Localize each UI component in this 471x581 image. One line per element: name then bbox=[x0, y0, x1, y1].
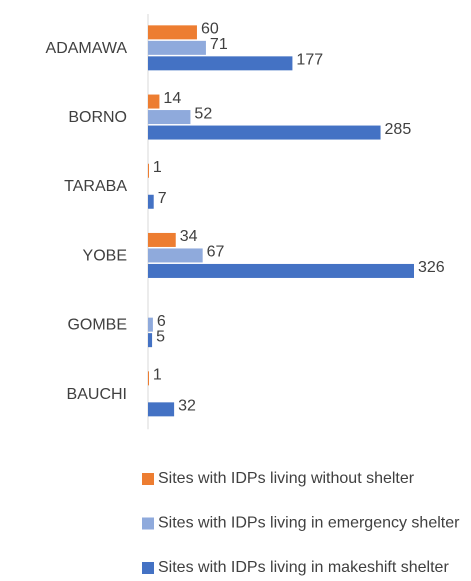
y-tick-label: GOMBE bbox=[67, 317, 127, 334]
data-label: 177 bbox=[296, 52, 323, 69]
data-label: 5 bbox=[156, 328, 165, 345]
legend-swatch bbox=[142, 562, 154, 574]
y-tick-label: TARABA bbox=[64, 178, 127, 195]
y-tick-label: YOBE bbox=[83, 247, 127, 264]
data-label: 60 bbox=[201, 21, 219, 38]
bar bbox=[148, 402, 175, 417]
data-label: 6 bbox=[157, 313, 166, 330]
bar bbox=[148, 110, 191, 125]
legend-label: Sites with IDPs living in makeshift shel… bbox=[158, 559, 449, 576]
bar bbox=[148, 248, 203, 263]
data-label: 326 bbox=[418, 259, 445, 276]
bar bbox=[148, 194, 154, 209]
data-label: 32 bbox=[178, 398, 196, 415]
data-label: 71 bbox=[210, 36, 228, 53]
bar bbox=[148, 25, 197, 40]
data-label: 14 bbox=[163, 90, 181, 107]
legend-swatch bbox=[142, 517, 154, 530]
data-label: 285 bbox=[385, 121, 412, 138]
data-label: 34 bbox=[180, 228, 198, 245]
data-label: 67 bbox=[207, 244, 225, 261]
y-tick-label: BORNO bbox=[68, 109, 127, 126]
legend-swatch bbox=[142, 473, 154, 485]
data-label: 1 bbox=[153, 367, 162, 384]
data-label: 52 bbox=[194, 105, 212, 122]
bar bbox=[148, 125, 381, 140]
bar bbox=[148, 317, 153, 332]
y-tick-label: ADAMAWA bbox=[46, 40, 128, 57]
bar bbox=[148, 232, 176, 247]
bar bbox=[148, 94, 160, 109]
bar bbox=[148, 333, 153, 348]
bar bbox=[148, 56, 293, 71]
bar bbox=[148, 40, 206, 55]
data-label: 7 bbox=[158, 190, 167, 207]
bar bbox=[148, 263, 414, 278]
legend-label: Sites with IDPs living in emergency shel… bbox=[158, 515, 460, 532]
bar bbox=[148, 371, 149, 386]
y-tick-label: BAUCHI bbox=[67, 386, 127, 403]
bar bbox=[148, 163, 149, 178]
data-label: 1 bbox=[153, 159, 162, 176]
legend-label: Sites with IDPs living without shelter bbox=[158, 470, 415, 487]
